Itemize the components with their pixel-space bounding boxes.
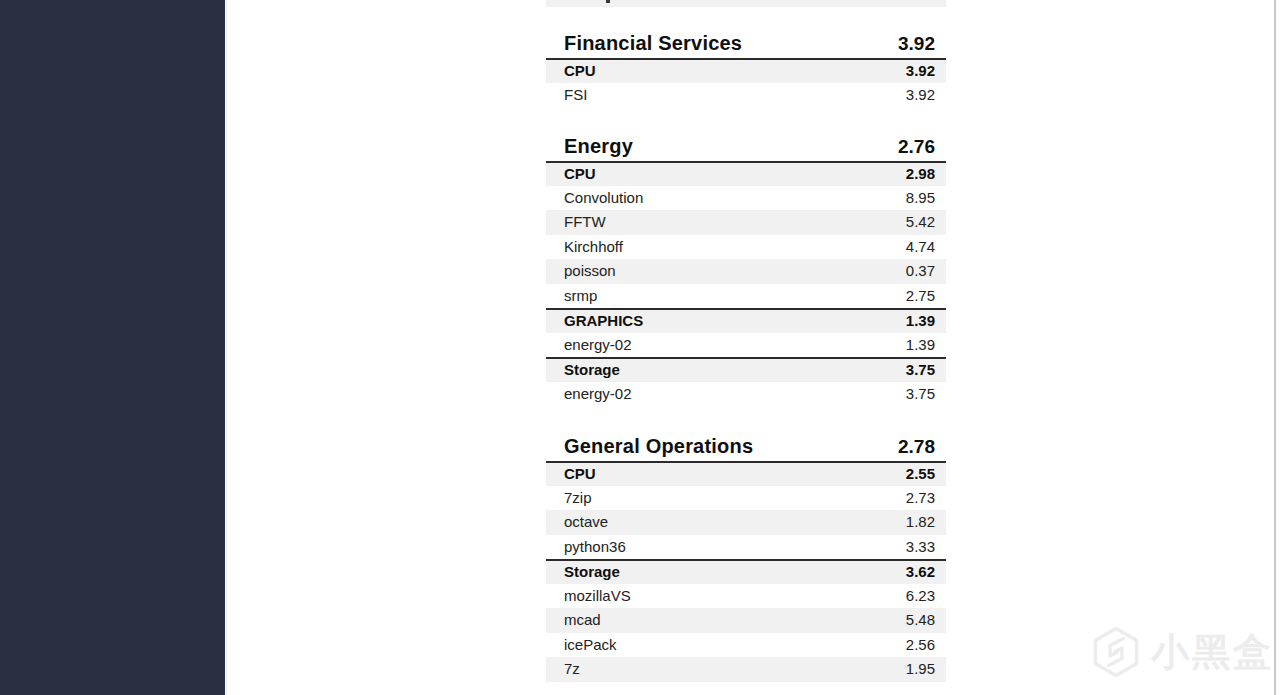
table-row: 7zip 2.73 bbox=[546, 486, 946, 511]
row-value: 5.48 bbox=[906, 608, 935, 633]
section-score: 2.78 bbox=[898, 432, 935, 462]
table-row: poisson 0.37 bbox=[546, 259, 946, 284]
table-row: CPU 3.92 bbox=[546, 58, 946, 83]
section-title: General Operations bbox=[564, 431, 753, 461]
section-header: Financial Services 3.92 bbox=[546, 28, 946, 58]
row-label: mcad bbox=[564, 608, 601, 633]
table-row: FFTW 5.42 bbox=[546, 210, 946, 235]
score-section: Energy 2.76 CPU 2.98 Convolution 8.95 FF… bbox=[546, 131, 946, 406]
section-rows: CPU 2.98 Convolution 8.95 FFTW 5.42 Kirc… bbox=[546, 161, 946, 406]
table-row: 7z 1.95 bbox=[546, 657, 946, 682]
row-label: poisson bbox=[564, 259, 616, 284]
row-label: CPU bbox=[564, 60, 596, 83]
table-row: CPU 2.98 bbox=[546, 161, 946, 186]
row-value: 3.92 bbox=[906, 60, 935, 83]
xiaoheihe-logo-icon bbox=[1090, 626, 1142, 678]
row-label: FSI bbox=[564, 83, 587, 108]
row-label: energy-02 bbox=[564, 382, 632, 407]
row-value: 3.62 bbox=[906, 561, 935, 584]
section-header: General Operations 2.78 bbox=[546, 431, 946, 461]
row-value: 1.39 bbox=[906, 310, 935, 333]
row-value: 3.75 bbox=[906, 382, 935, 407]
row-label: mozillaVS bbox=[564, 584, 631, 609]
row-value: 6.23 bbox=[906, 584, 935, 609]
table-row: CPU 2.55 bbox=[546, 461, 946, 486]
table-row: Kirchhoff 4.74 bbox=[546, 235, 946, 260]
table-row: mozillaVS 6.23 bbox=[546, 584, 946, 609]
row-value: 3.33 bbox=[906, 535, 935, 560]
row-value: 1.95 bbox=[906, 657, 935, 682]
row-value: 4.74 bbox=[906, 235, 935, 260]
row-label: 7zip bbox=[564, 486, 592, 511]
section-score: 3.92 bbox=[898, 29, 935, 59]
clipped-table-row bbox=[546, 0, 946, 7]
table-row: energy-02 3.75 bbox=[546, 382, 946, 407]
row-label: Convolution bbox=[564, 186, 643, 211]
row-label: srmp bbox=[564, 284, 597, 309]
clipped-text-fragment bbox=[606, 0, 610, 3]
row-value: 5.42 bbox=[906, 210, 935, 235]
row-value: 2.55 bbox=[906, 463, 935, 486]
table-row: GRAPHICS 1.39 bbox=[546, 308, 946, 333]
row-label: CPU bbox=[564, 163, 596, 186]
table-row: Storage 3.62 bbox=[546, 559, 946, 584]
section-title: Energy bbox=[564, 131, 633, 161]
table-row: Convolution 8.95 bbox=[546, 186, 946, 211]
row-value: 1.39 bbox=[906, 333, 935, 358]
row-label: Storage bbox=[564, 561, 620, 584]
row-label: python36 bbox=[564, 535, 626, 560]
table-row: mcad 5.48 bbox=[546, 608, 946, 633]
row-label: CPU bbox=[564, 463, 596, 486]
row-value: 3.92 bbox=[906, 83, 935, 108]
table-row: python36 3.33 bbox=[546, 535, 946, 560]
row-value: 1.82 bbox=[906, 510, 935, 535]
sidebar bbox=[0, 0, 225, 695]
row-value: 2.75 bbox=[906, 284, 935, 309]
section-title: Financial Services bbox=[564, 28, 742, 58]
watermark-text: 小黑盒 bbox=[1151, 626, 1274, 678]
table-row: icePack 2.56 bbox=[546, 633, 946, 658]
table-row: octave 1.82 bbox=[546, 510, 946, 535]
section-header: Energy 2.76 bbox=[546, 131, 946, 161]
watermark: 小黑盒 bbox=[1090, 626, 1274, 678]
row-label: Storage bbox=[564, 359, 620, 382]
row-value: 2.98 bbox=[906, 163, 935, 186]
row-label: Kirchhoff bbox=[564, 235, 623, 260]
table-row: srmp 2.75 bbox=[546, 284, 946, 309]
row-label: GRAPHICS bbox=[564, 310, 643, 333]
table-row: Storage 3.75 bbox=[546, 357, 946, 382]
sidebar-edge-divider bbox=[226, 0, 227, 695]
row-label: icePack bbox=[564, 633, 617, 658]
section-rows: CPU 2.55 7zip 2.73 octave 1.82 python36 … bbox=[546, 461, 946, 682]
row-value: 3.75 bbox=[906, 359, 935, 382]
row-label: FFTW bbox=[564, 210, 606, 235]
row-value: 2.73 bbox=[906, 486, 935, 511]
section-rows: CPU 3.92 FSI 3.92 bbox=[546, 58, 946, 107]
score-section: General Operations 2.78 CPU 2.55 7zip 2.… bbox=[546, 431, 946, 682]
row-value: 2.56 bbox=[906, 633, 935, 658]
section-score: 2.76 bbox=[898, 132, 935, 162]
row-label: octave bbox=[564, 510, 608, 535]
row-label: 7z bbox=[564, 657, 580, 682]
app-window: Financial Services 3.92 CPU 3.92 FSI 3.9… bbox=[0, 0, 1280, 695]
table-row: FSI 3.92 bbox=[546, 83, 946, 108]
score-section: Financial Services 3.92 CPU 3.92 FSI 3.9… bbox=[546, 28, 946, 107]
row-value: 0.37 bbox=[906, 259, 935, 284]
row-value: 8.95 bbox=[906, 186, 935, 211]
scrollbar-track[interactable] bbox=[1274, 0, 1276, 695]
row-label: energy-02 bbox=[564, 333, 632, 358]
table-row: energy-02 1.39 bbox=[546, 333, 946, 358]
